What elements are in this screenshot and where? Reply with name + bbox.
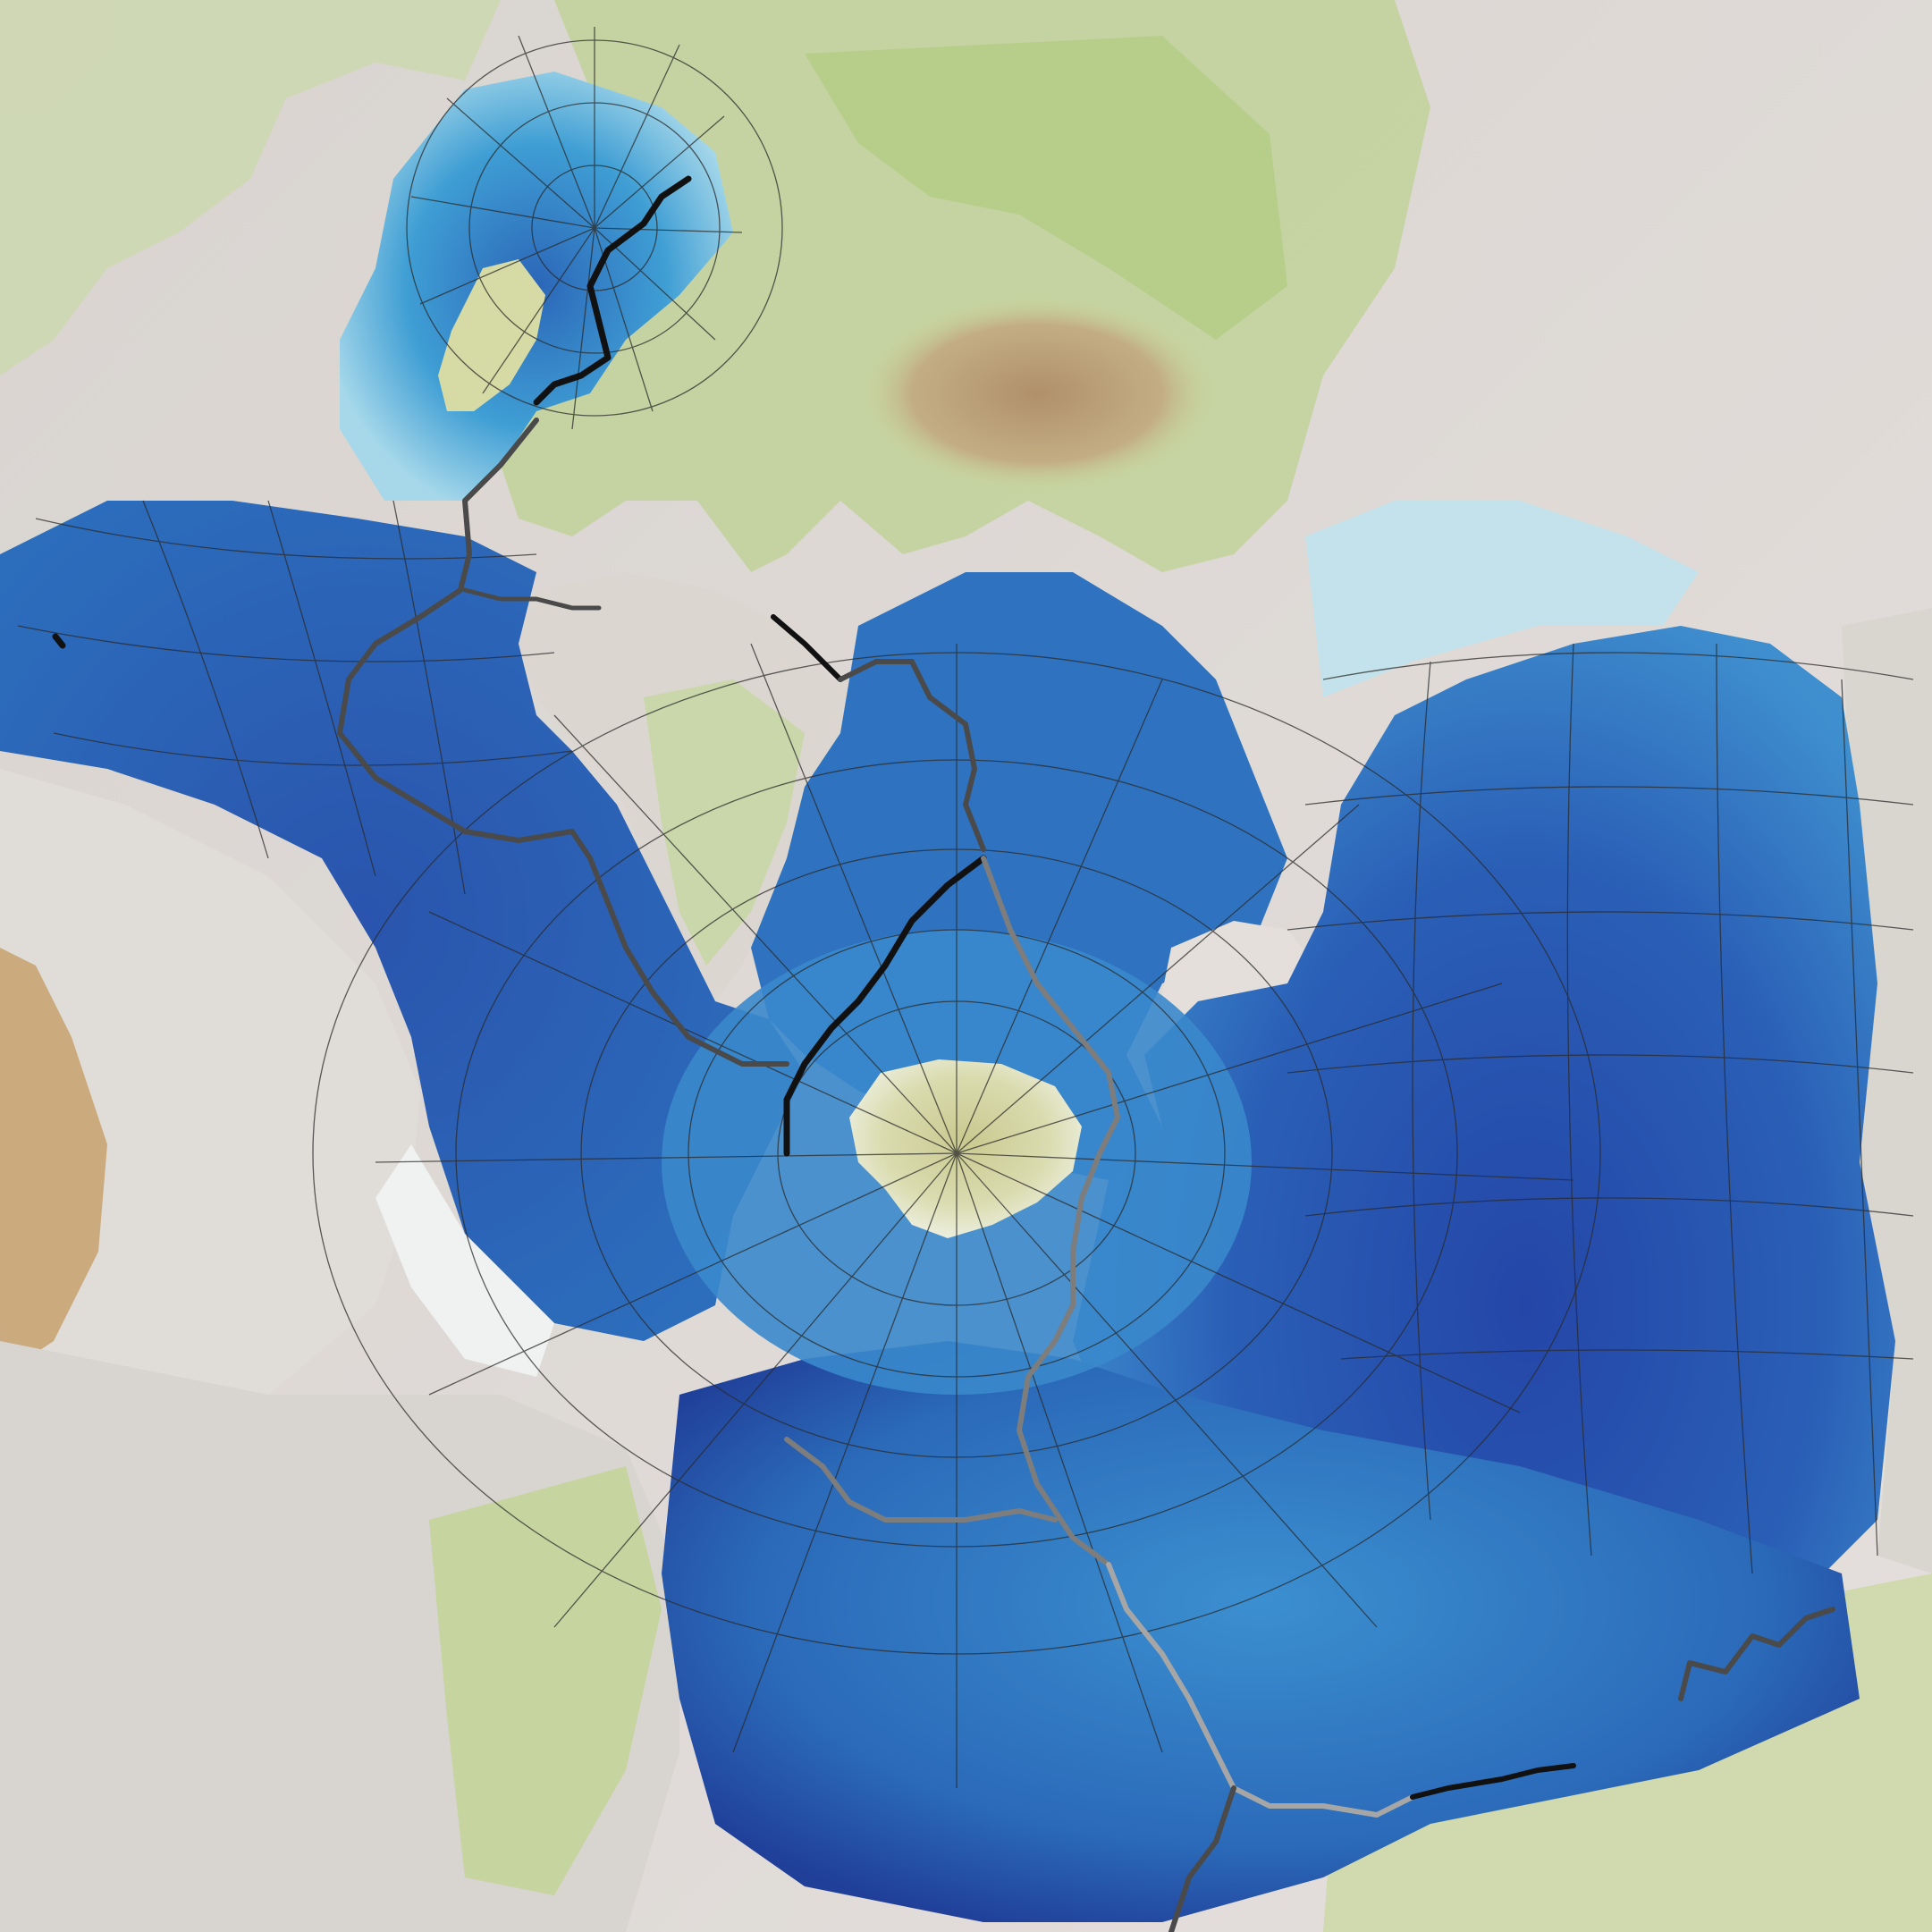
siberia-green	[805, 36, 1287, 340]
plate-boundaries	[52, 175, 1835, 1932]
right-edge-landmass	[1842, 608, 1932, 1573]
arctic-ridge	[533, 175, 692, 406]
ice-shelf-west	[375, 1144, 554, 1377]
ice-shelf-north	[1305, 501, 1699, 697]
chile-ridge	[784, 1437, 1058, 1523]
pacific-graticule	[1287, 643, 1914, 1574]
arctic-pole-radials	[406, 27, 783, 430]
southwest-indian-ridge	[783, 855, 987, 1157]
rockies-green	[429, 1466, 662, 1895]
mediterranean-boundary	[462, 587, 602, 611]
pacific-antarctic-ridge	[1106, 1562, 1415, 1818]
graticule	[17, 27, 1914, 1788]
central-indian-ridge	[838, 659, 986, 852]
north-america-landmass	[0, 0, 501, 375]
new-zealand-boundary	[1410, 1763, 1576, 1800]
atlantic-graticule	[17, 500, 573, 895]
south-america-landmass	[0, 769, 420, 1430]
antarctic-radials	[375, 643, 1574, 1788]
mid-atlantic-ridge	[337, 418, 789, 1067]
south-pacific-ocean	[662, 1341, 1860, 1922]
antarctica-landmass	[849, 1059, 1082, 1238]
red-sea-rift	[771, 614, 843, 682]
southeast-indian-ridge	[981, 856, 1120, 1567]
andes-ridge	[0, 948, 107, 1377]
atlantic-ocean	[0, 501, 805, 1341]
africa-green-belt	[644, 679, 805, 966]
greenland-landmass	[438, 259, 545, 411]
east-pacific-rise	[1168, 1785, 1236, 1932]
tonga-boundary	[1678, 1607, 1835, 1701]
tibet-plateau	[858, 295, 1216, 492]
caribbean-boundary	[52, 633, 66, 649]
